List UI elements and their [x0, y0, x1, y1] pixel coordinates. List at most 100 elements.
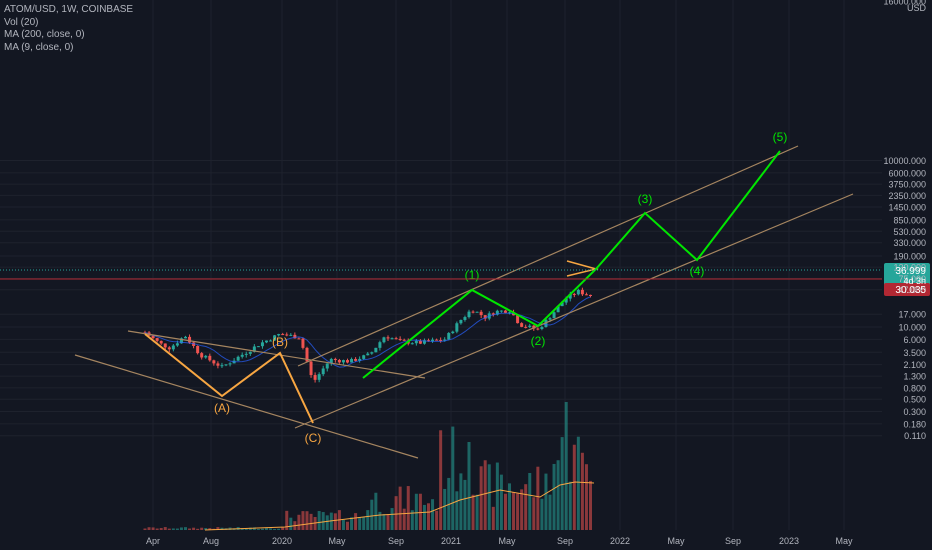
price-tick: 10000.000	[883, 156, 926, 166]
volume-bar	[451, 426, 455, 530]
price-tick: 530.000	[893, 227, 926, 237]
candle-body	[398, 338, 402, 340]
volume-legend[interactable]: Vol (20)	[4, 16, 39, 28]
wave-label-3: (3)	[638, 192, 653, 206]
candle-body	[479, 311, 483, 316]
candle-body	[552, 312, 556, 319]
volume-bar	[252, 527, 256, 530]
candle-body	[256, 346, 260, 348]
candle-body	[524, 326, 528, 328]
volume-bar	[495, 462, 499, 530]
volume-bar	[277, 528, 281, 530]
ref-price-badge	[884, 283, 930, 296]
volume-bar	[382, 514, 386, 530]
volume-bar	[171, 528, 175, 530]
wave-label-2: (2)	[531, 334, 546, 348]
candle-body	[163, 343, 167, 348]
candle-body	[520, 323, 524, 327]
time-tick: May	[328, 536, 346, 546]
volume-bar	[568, 481, 572, 530]
candle-body	[305, 347, 309, 362]
time-tick: May	[498, 536, 516, 546]
candle-body	[329, 358, 333, 364]
candle-body	[179, 338, 183, 344]
price-tick: 2350.000	[888, 191, 926, 201]
volume-ma-line	[204, 481, 595, 531]
price-axis[interactable]	[882, 0, 932, 550]
candle-body	[402, 339, 406, 341]
candle-body	[495, 310, 499, 315]
candle-body	[427, 340, 430, 342]
volume-bar	[289, 517, 293, 530]
ma200-legend[interactable]: MA (200, close, 0)	[4, 29, 85, 40]
volume-bar	[281, 527, 285, 530]
candle-body	[540, 327, 544, 330]
symbol-legend[interactable]: ATOM/USD, 1W, COINBASE	[4, 4, 134, 15]
candle-body	[366, 353, 370, 356]
time-tick: 2021	[441, 536, 461, 546]
volume-bar	[196, 528, 200, 530]
candle-body	[321, 368, 325, 375]
volume-bar	[487, 464, 491, 530]
volume-bar	[184, 527, 187, 530]
candle-body	[244, 353, 248, 355]
price-tick: 1.300	[903, 372, 926, 382]
candle-body	[382, 337, 386, 343]
candle-body	[374, 347, 378, 353]
candle-body	[394, 338, 398, 340]
volume-bar	[418, 493, 422, 530]
candle-body	[240, 354, 244, 357]
price-tick: 0.800	[903, 383, 926, 393]
volume-bar	[499, 474, 503, 530]
wave-label-4: (4)	[690, 264, 705, 278]
price-tick: 0.500	[903, 395, 926, 405]
candle-body	[260, 342, 264, 347]
candle-body	[418, 340, 422, 344]
volume-bar	[260, 528, 264, 530]
volume-bar	[147, 527, 151, 530]
time-tick: May	[667, 536, 685, 546]
volume-bar	[471, 494, 475, 530]
candle-body	[333, 358, 337, 360]
candle-body	[200, 353, 204, 358]
candle-body	[277, 334, 281, 336]
volume-bar	[354, 513, 358, 530]
volume-bar	[532, 497, 536, 530]
volume-bar	[179, 527, 183, 530]
ma9-legend[interactable]: MA (9, close, 0)	[4, 41, 74, 53]
volume-bar	[536, 466, 540, 530]
volume-bar	[301, 511, 305, 530]
candle-body	[455, 323, 459, 332]
volume-bar	[167, 528, 171, 530]
volume-bar	[422, 504, 426, 530]
candle-body	[536, 328, 540, 330]
candle-body	[236, 356, 240, 361]
volume-bars	[143, 402, 592, 530]
candle-body	[572, 293, 576, 295]
time-tick: May	[835, 536, 853, 546]
candle-body	[265, 340, 268, 343]
candle-body	[228, 363, 232, 365]
volume-bar	[321, 512, 325, 530]
volume-bar	[265, 528, 268, 530]
time-tick: Apr	[146, 536, 160, 546]
candle-body	[317, 374, 321, 380]
chart-legend: ATOM/USD, 1W, COINBASE Vol (20) MA (200,…	[4, 4, 133, 54]
candle-body	[564, 298, 568, 303]
candle-body	[439, 339, 443, 341]
candle-body	[475, 311, 479, 313]
candle-body	[273, 335, 277, 341]
volume-bar	[414, 493, 418, 530]
candle-body	[208, 355, 212, 361]
wave-label-b: (B)	[272, 335, 288, 349]
candle-body	[410, 343, 414, 345]
candle-body	[204, 355, 208, 358]
volume-bar	[386, 514, 390, 530]
candle-body	[196, 345, 200, 354]
candle-body	[576, 289, 580, 295]
volume-bar	[341, 519, 345, 530]
volume-bar	[285, 510, 289, 530]
price-tick: 120.000	[893, 263, 926, 273]
candle-body	[337, 359, 341, 363]
